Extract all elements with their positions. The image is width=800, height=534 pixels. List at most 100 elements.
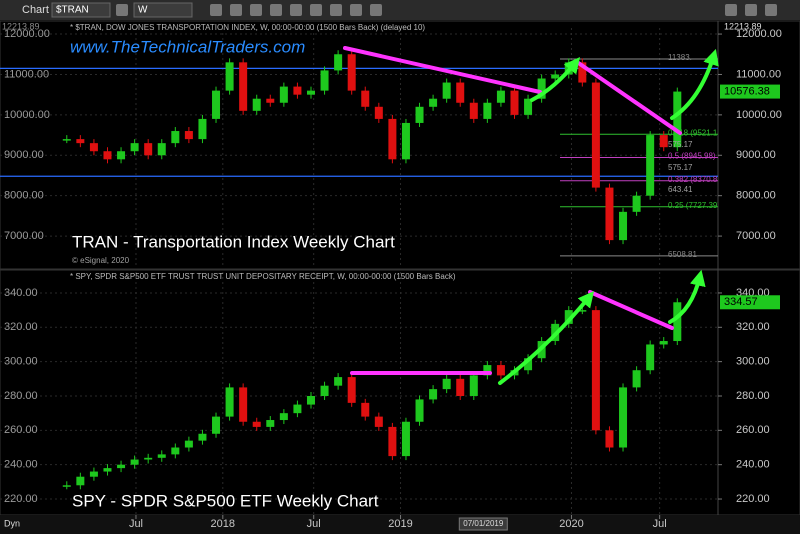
icon[interactable] <box>350 4 362 16</box>
fib-label: 0.618 (9521.15 <box>668 128 722 137</box>
candle <box>659 341 668 345</box>
legend-text: * SPY, SPDR S&P500 ETF TRUST TRUST UNIT … <box>70 272 456 281</box>
candle <box>442 82 451 99</box>
candle <box>673 91 682 148</box>
y-tick-label-left: 9000.00 <box>4 149 44 161</box>
candle <box>62 485 71 487</box>
candle <box>401 122 410 160</box>
candle <box>524 98 533 115</box>
interval-input[interactable]: W <box>138 5 148 16</box>
candle <box>320 70 329 91</box>
icon[interactable] <box>745 4 757 16</box>
trend-arrow <box>668 269 706 324</box>
trend-arrow <box>530 57 581 102</box>
credit: © eSignal, 2020 <box>72 256 130 265</box>
candle <box>361 402 370 417</box>
candle <box>198 118 207 140</box>
website: www.TheTechnicalTraders.com <box>70 37 305 56</box>
candle <box>117 151 126 160</box>
y-tick-label: 280.00 <box>736 390 770 402</box>
candle <box>646 135 655 196</box>
icon[interactable] <box>370 4 382 16</box>
symbol-box[interactable] <box>51 2 111 18</box>
candle <box>293 86 302 95</box>
candle <box>347 54 356 91</box>
icon[interactable] <box>310 4 322 16</box>
icon[interactable] <box>230 4 242 16</box>
candle <box>591 310 600 431</box>
trend-line <box>588 290 674 330</box>
x-tick-label: 2020 <box>559 518 583 530</box>
candle <box>334 377 343 386</box>
x-tick-label: Jul <box>129 518 143 530</box>
candle <box>171 131 180 144</box>
fib-note: 643.41 <box>668 185 693 194</box>
trend-line <box>575 60 682 135</box>
candle <box>266 98 275 103</box>
window-title: Chart <box>22 4 49 16</box>
icon[interactable] <box>116 4 128 16</box>
y-tick-label-left: 11000.00 <box>4 68 49 80</box>
candle <box>564 310 573 324</box>
x-cursor-label: 07/01/2019 <box>463 519 504 528</box>
candle <box>130 459 139 465</box>
icon[interactable] <box>330 4 342 16</box>
candle <box>306 395 315 405</box>
y-tick-label-left: 320.00 <box>4 321 38 333</box>
icon[interactable] <box>725 4 737 16</box>
candle <box>374 416 383 427</box>
candle <box>130 143 139 152</box>
chart-title: TRAN - Transportation Index Weekly Chart <box>72 232 395 251</box>
drawings <box>343 46 719 385</box>
legend-text: * $TRAN, DOW JONES TRANSPORTATION INDEX,… <box>70 23 425 32</box>
candle <box>469 375 478 396</box>
x-tick-label: 2019 <box>388 518 412 530</box>
candle <box>89 471 98 477</box>
candle <box>103 468 112 472</box>
mode-label[interactable]: Dyn <box>4 518 20 528</box>
icon[interactable] <box>250 4 262 16</box>
candle <box>225 62 234 91</box>
y-tick-label-left: 280.00 <box>4 390 38 402</box>
y-tick-label: 240.00 <box>736 459 770 471</box>
candle <box>469 102 478 119</box>
icon[interactable] <box>765 4 777 16</box>
y-tick-label-left: 260.00 <box>4 424 38 436</box>
icon[interactable] <box>210 4 222 16</box>
candle <box>605 187 614 241</box>
y-tick-label: 8000.00 <box>736 190 776 202</box>
candle <box>374 106 383 119</box>
candle <box>646 344 655 371</box>
y-tick-label-left: 8000.00 <box>4 190 44 202</box>
candle <box>76 476 85 486</box>
y-tick-label: 9000.00 <box>736 149 776 161</box>
candle <box>361 90 370 107</box>
icon[interactable] <box>290 4 302 16</box>
fib-note: 575.17 <box>668 140 693 149</box>
candle <box>252 98 261 111</box>
axis-top-label: 12213.89 <box>724 21 762 31</box>
x-tick-label: 2018 <box>211 518 235 530</box>
axis-top-label-left: 12213.89 <box>2 21 40 31</box>
candle <box>76 139 85 144</box>
candle <box>591 82 600 188</box>
candle <box>632 195 641 212</box>
y-tick-label: 7000.00 <box>736 230 776 242</box>
icon[interactable] <box>270 4 282 16</box>
candle <box>551 74 560 79</box>
candle <box>496 365 505 376</box>
candle <box>537 78 546 99</box>
candle <box>429 98 438 107</box>
candle <box>456 82 465 103</box>
interval-box[interactable] <box>133 2 193 18</box>
candle <box>524 358 533 371</box>
candle <box>266 420 275 427</box>
fib-label: 0.382 (8370.81 <box>668 175 722 184</box>
candle <box>388 426 397 457</box>
toolbar-icons <box>116 4 777 16</box>
candle <box>456 378 465 396</box>
candle <box>279 86 288 103</box>
symbol-input[interactable]: $TRAN <box>56 5 89 16</box>
y-tick-label-left: 7000.00 <box>4 230 44 242</box>
